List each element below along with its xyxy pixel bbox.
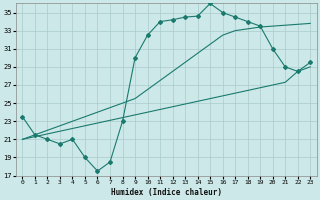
X-axis label: Humidex (Indice chaleur): Humidex (Indice chaleur) <box>111 188 222 197</box>
